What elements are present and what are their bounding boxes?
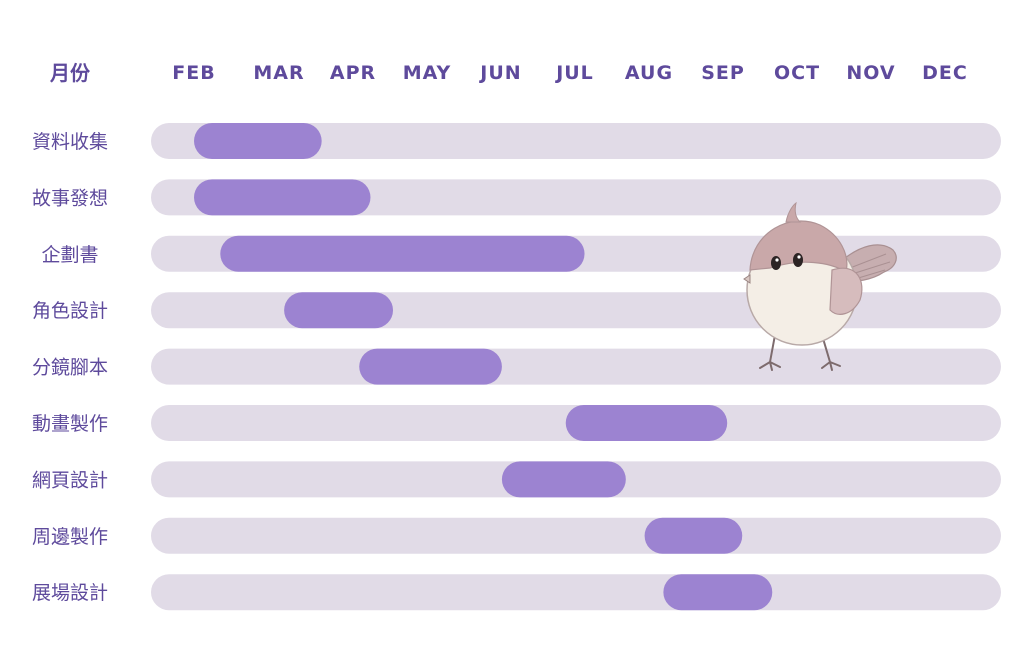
timeline-track <box>151 517 1001 554</box>
task-bar <box>194 123 322 159</box>
task-label: 周邊製作 <box>32 526 108 548</box>
timeline-track <box>151 123 1001 159</box>
task-row: 展場設計 <box>32 574 1001 611</box>
task-bar <box>565 405 728 441</box>
timeline-track <box>151 574 1001 611</box>
task-bar <box>284 292 394 329</box>
bird-illustration <box>743 201 897 371</box>
month-label-feb: FEB <box>172 62 215 84</box>
month-label-jun: JUN <box>478 62 521 84</box>
task-label: 動畫製作 <box>32 413 108 435</box>
month-label-aug: AUG <box>625 62 673 84</box>
timeline-track <box>151 292 1001 329</box>
month-label-jul: JUL <box>554 62 594 84</box>
task-row: 故事發想 <box>32 179 1001 216</box>
task-label: 角色設計 <box>32 300 108 322</box>
month-label-mar: MAR <box>253 62 304 84</box>
month-axis: FEB MAR APR MAY JUN JUL AUG SEP OCT NOV DEC <box>172 62 968 84</box>
month-label-nov: NOV <box>846 62 895 84</box>
task-bar <box>501 461 626 498</box>
timeline-track <box>151 348 1001 385</box>
month-header-label: 月份 <box>49 61 91 85</box>
task-bar <box>194 179 371 216</box>
task-bar <box>644 517 743 554</box>
month-label-sep: SEP <box>701 62 745 84</box>
task-row: 資料收集 <box>32 123 1001 159</box>
task-row: 周邊製作 <box>32 517 1001 554</box>
task-label: 展場設計 <box>32 582 108 604</box>
task-label: 分鏡腳本 <box>32 357 108 379</box>
task-label: 資料收集 <box>32 131 108 153</box>
month-label-apr: APR <box>330 62 376 84</box>
month-label-oct: OCT <box>774 62 820 84</box>
task-bar <box>663 574 773 611</box>
task-row: 動畫製作 <box>32 405 1001 441</box>
task-bar <box>220 235 585 272</box>
task-bar <box>359 348 502 385</box>
task-label: 網頁設計 <box>32 469 108 491</box>
task-row: 網頁設計 <box>32 461 1001 498</box>
month-label-dec: DEC <box>922 62 968 84</box>
task-row: 分鏡腳本 <box>32 348 1001 385</box>
task-label: 故事發想 <box>32 187 108 209</box>
month-label-may: MAY <box>403 62 452 84</box>
task-label: 企劃書 <box>41 244 98 266</box>
